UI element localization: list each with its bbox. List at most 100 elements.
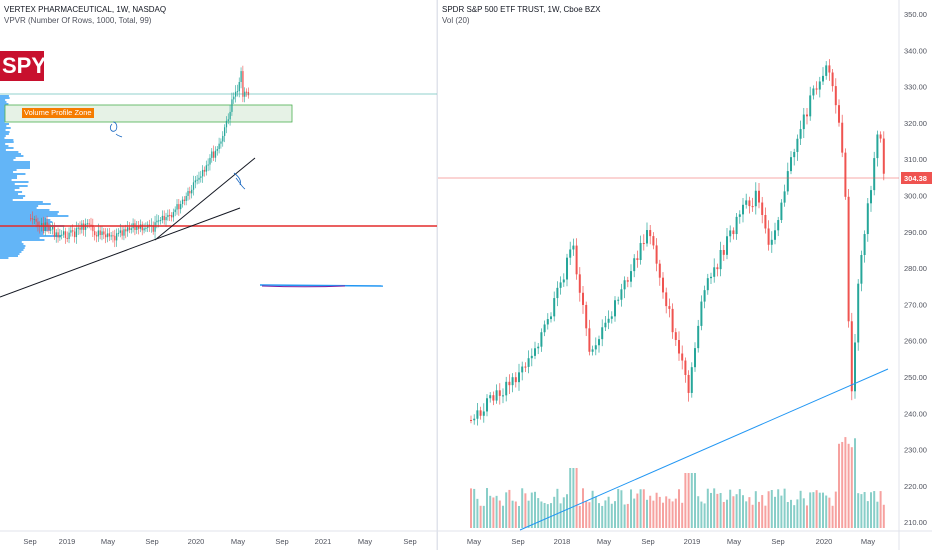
candle-body [726,236,728,255]
candle-body [838,105,840,123]
candle-body [220,141,222,144]
left-chart-legend[interactable]: VERTEX PHARMACEUTICAL, 1W, NASDAQ VPVR (… [4,4,166,26]
volume-profile-bar [0,159,14,161]
left-chart-canvas[interactable]: 320.00300.00280.00260.00240.00220.00200.… [0,0,437,550]
handwritten-mark-2[interactable] [233,172,246,190]
candle-body [578,274,581,293]
candle-body [732,230,735,235]
candle-body [729,230,732,237]
candle-body [156,220,158,223]
volume-bar [498,500,501,528]
candle-body [540,332,543,347]
volume-bar [735,494,738,528]
volume-bar [508,489,511,528]
right-time-axis[interactable]: May Sep 2018 May Sep 2019 May Sep 2020 May [467,537,875,546]
volume-profile-bar [0,207,37,209]
brush-stroke[interactable] [261,285,346,288]
candle-body [812,88,815,96]
volume-profile-zone-label[interactable]: Volume Profile Zone [22,108,94,118]
candle-body [59,235,61,238]
volume-bar [726,499,728,528]
volume-bar [639,489,642,528]
volume-bar [665,496,668,528]
candle-body [126,227,129,232]
volume-bar [777,489,780,528]
volume-bar [815,490,818,528]
candle-body [828,65,831,73]
volume-bar [790,499,792,528]
candle-body [37,221,39,226]
right-chart-legend[interactable]: SPDR S&P 500 ETF TRUST, 1W, Cboe BZX Vol… [442,4,600,26]
candle-body [70,230,72,233]
candle-body [470,420,472,421]
volume-bar [527,500,530,528]
volume-bar [879,491,882,528]
candle-body [205,165,207,172]
candle-body [172,212,175,218]
volume-bar [770,489,773,528]
candle-body [143,228,145,231]
price-tick-label: 250.00 [904,373,927,382]
time-tick-label: May [467,537,481,546]
right-trendline[interactable] [519,368,889,531]
candle-body [105,234,107,238]
volume-bar [671,501,674,528]
left-time-axis[interactable]: Sep 2019 May Sep 2020 May Sep 2021 May Sep [23,537,416,546]
volume-bar [591,490,594,528]
volume-bar [630,489,632,528]
candle-body [191,189,193,194]
volume-profile-bar [0,223,51,225]
right-chart-pane[interactable]: 350.00 340.00 330.00 320.00 310.00 300.00 290.… [437,0,932,550]
candle-body [703,290,706,302]
candle-body [123,229,125,236]
right-price-axis[interactable]: 350.00 340.00 330.00 320.00 310.00 300.00 290.… [904,10,927,527]
handwritten-mark-1[interactable] [109,121,123,138]
volume-profile-bar [0,131,10,133]
volume-bar [674,498,677,528]
candle-body [684,360,687,375]
trendline-upper[interactable] [154,157,256,241]
candle-body [870,190,872,204]
candle-body [834,86,837,106]
time-tick-label: Sep [23,537,36,546]
volume-profile-bar [0,239,45,241]
candle-body [84,223,87,230]
candle-body [658,263,661,278]
candle-body [196,179,198,181]
volume-bar [806,505,808,528]
volume-bar [623,504,626,528]
volume-profile-bar [0,141,14,143]
volume-bar [758,501,760,528]
candle-body [796,138,799,152]
candle-body [51,226,54,230]
volume-bar [783,488,786,528]
volume-bar [521,488,524,528]
candle-body [556,287,559,299]
trendline-lower[interactable] [0,207,241,298]
candle-body [231,99,233,112]
candle-body [482,411,485,416]
candle-body [176,204,178,210]
volume-profile-bar [0,251,22,253]
time-tick-label: 2018 [554,537,571,546]
volume-bar [626,503,629,528]
left-symbol-title: VERTEX PHARMACEUTICAL, 1W, NASDAQ [4,5,167,14]
candle-body [159,220,162,222]
spy-text-badge[interactable]: SPY [0,51,46,81]
volume-bar [822,492,824,528]
left-chart-pane[interactable]: 320.00300.00280.00260.00240.00220.00200.… [0,0,437,550]
candle-body [110,235,112,237]
horizontal-ray[interactable] [259,284,384,287]
candle-body [530,355,533,359]
volume-bar [620,490,623,528]
right-chart-canvas[interactable]: 350.00 340.00 330.00 320.00 310.00 300.00 290.… [438,0,932,550]
candle-body [809,95,812,117]
candle-body [203,169,206,172]
volume-profile-bar [0,155,24,157]
volume-bar [598,503,600,528]
volume-profile-bar [0,181,29,183]
candle-body [844,152,847,197]
candle-body [108,233,110,237]
volume-bar [649,495,652,528]
volume-profile-bar [0,193,19,195]
